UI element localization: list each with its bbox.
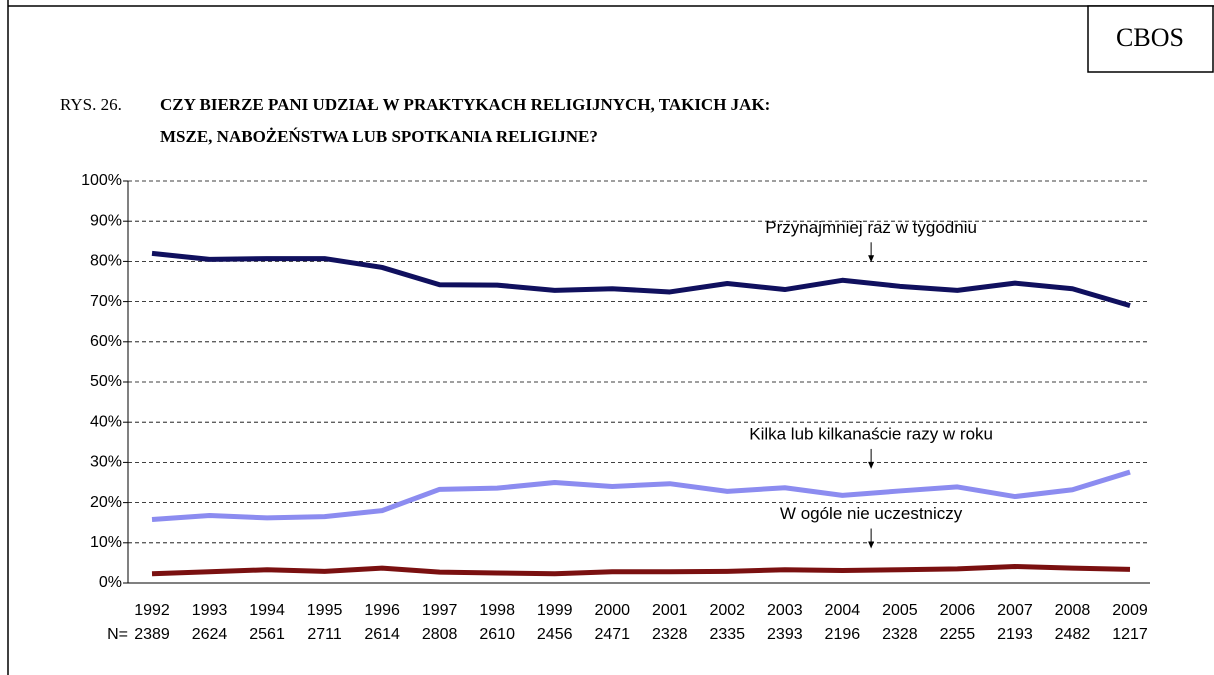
x-tick-label: 2008 [1055, 602, 1091, 619]
x-tick-label: 2007 [997, 602, 1033, 619]
x-tick-label: 1999 [537, 602, 573, 619]
series-line [151, 564, 1131, 577]
y-tick-label: 20% [90, 494, 122, 511]
x-tick-label: 2000 [594, 602, 630, 619]
n-value: 2193 [997, 626, 1033, 643]
n-value: 2808 [422, 626, 458, 643]
y-tick-label: 40% [90, 413, 122, 430]
y-tick-label: 0% [99, 574, 122, 591]
series-label: Kilka lub kilkanaście razy w roku [749, 424, 993, 443]
series-label: W ogóle nie uczestniczy [780, 504, 963, 523]
y-tick-label: 30% [90, 454, 122, 471]
n-value: 1217 [1112, 626, 1148, 643]
figure-label: RYS. 26. [60, 95, 122, 114]
n-value: 2482 [1055, 626, 1091, 643]
chart-title: MSZE, NABOŻEŃSTWA LUB SPOTKANIA RELIGIJN… [160, 127, 598, 146]
x-tick-label: 2006 [940, 602, 976, 619]
n-value: 2711 [307, 626, 342, 643]
n-value: 2393 [767, 626, 803, 643]
n-value: 2255 [940, 626, 976, 643]
n-value: 2456 [537, 626, 573, 643]
x-tick-label: 2009 [1112, 602, 1148, 619]
x-tick-label: 2003 [767, 602, 803, 619]
x-tick-label: 2002 [709, 602, 745, 619]
x-tick-label: 1994 [249, 602, 285, 619]
y-tick-label: 10% [90, 534, 122, 551]
series-line [151, 250, 1131, 309]
n-value: 2614 [364, 626, 400, 643]
y-tick-label: 100% [81, 172, 122, 189]
x-tick-label: 2004 [825, 602, 861, 619]
chart-title: CZY BIERZE PANI UDZIAŁ W PRAKTYKACH RELI… [160, 95, 770, 114]
x-tick-label: 1992 [134, 602, 170, 619]
brand: CBOS [1116, 23, 1184, 52]
label-arrow-head [868, 541, 875, 549]
brand-box [1087, 5, 1214, 73]
n-value: 2335 [709, 626, 745, 643]
x-tick-label: 1998 [479, 602, 515, 619]
y-tick-label: 70% [90, 293, 122, 310]
label-arrow-head [868, 255, 875, 263]
x-tick-label: 1997 [422, 602, 458, 619]
x-tick-label: 1996 [364, 602, 400, 619]
n-value: 2389 [134, 626, 170, 643]
y-tick-label: 90% [90, 212, 122, 229]
n-value: 2328 [882, 626, 918, 643]
n-label: N= [107, 626, 128, 643]
y-tick-label: 80% [90, 253, 122, 270]
series-line [151, 469, 1131, 522]
x-tick-label: 2001 [652, 602, 688, 619]
x-tick-label: 1993 [192, 602, 228, 619]
n-value: 2328 [652, 626, 688, 643]
n-value: 2610 [479, 626, 515, 643]
y-tick-label: 50% [90, 373, 122, 390]
x-tick-label: 1995 [307, 602, 343, 619]
n-value: 2196 [825, 626, 861, 643]
n-value: 2471 [594, 626, 630, 643]
n-value: 2624 [192, 626, 228, 643]
y-tick-label: 60% [90, 333, 122, 350]
n-value: 2561 [249, 626, 285, 643]
label-arrow-head [868, 461, 875, 469]
series-label: Przynajmniej raz w tygodniu [765, 218, 977, 237]
x-tick-label: 2005 [882, 602, 918, 619]
